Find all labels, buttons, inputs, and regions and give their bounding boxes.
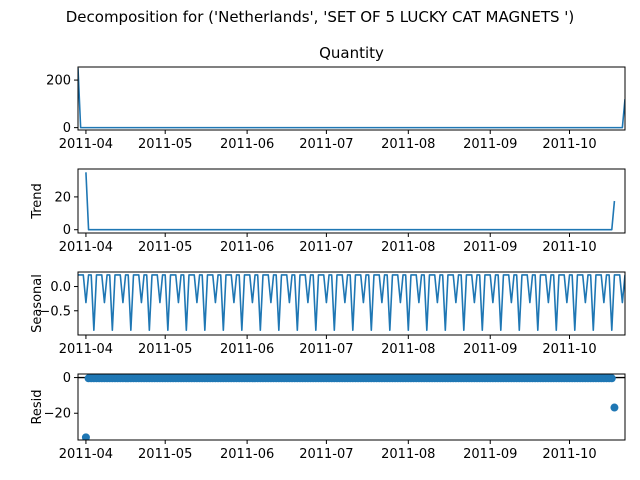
y-axis-label: Seasonal (30, 274, 45, 333)
x-tick-label: 2011-07 (299, 342, 353, 357)
x-tick-label: 2011-07 (299, 137, 353, 152)
x-tick-label: 2011-06 (220, 137, 274, 152)
x-tick-label: 2011-06 (220, 240, 274, 255)
y-tick-label: 0 (63, 121, 71, 136)
y-tick-label: 0 (63, 371, 71, 386)
x-tick-label: 2011-04 (59, 240, 113, 255)
x-tick-label: 2011-05 (138, 342, 192, 357)
y-tick-label: 0.0 (50, 280, 71, 295)
x-tick-label: 2011-09 (463, 137, 517, 152)
x-tick-label: 2011-05 (138, 137, 192, 152)
figure-suptitle: Decomposition for ('Netherlands', 'SET O… (66, 8, 575, 26)
panel-trend: 0 20 2011-04 2011-05 2011-06 2011-07 2011-08 20… (30, 168, 626, 255)
panel-title: Quantity (319, 44, 384, 62)
x-tick-label: 2011-06 (220, 342, 274, 357)
y-tick-label: 0 (63, 223, 71, 238)
x-tick-label: 2011-05 (138, 240, 192, 255)
trend-line (85, 172, 616, 231)
panel-seasonal: 0.0 −0.5 2011-04 2011-05 2011-06 2011-07 2011-… (30, 271, 626, 357)
x-tick-label: 2011-04 (59, 342, 113, 357)
x-tick-label: 2011-10 (542, 137, 596, 152)
observed-data (78, 68, 625, 129)
trend-data (85, 172, 616, 231)
seasonal-data (78, 274, 625, 331)
resid-point (607, 374, 616, 383)
x-tick-label: 2011-08 (381, 240, 435, 255)
y-tick-label: −0.5 (39, 304, 71, 319)
x-tick-label: 2011-08 (381, 342, 435, 357)
seasonal-frame (77, 271, 626, 336)
observed-frame (77, 66, 626, 131)
x-tick-label: 2011-10 (542, 447, 596, 462)
x-tick-label: 2011-09 (463, 447, 517, 462)
panel-observed: 0 200 2011-04 2011-05 2011-06 2011-07 2011-08 2… (46, 44, 626, 152)
x-tick-label: 2011-07 (299, 240, 353, 255)
x-tick-label: 2011-08 (381, 137, 435, 152)
seasonal-line (78, 274, 625, 331)
x-tick-label: 2011-06 (220, 447, 274, 462)
x-tick-label: 2011-08 (381, 447, 435, 462)
y-tick-label: 20 (54, 190, 71, 205)
y-tick-label: −20 (44, 407, 71, 422)
resid-frame (77, 373, 626, 441)
observed-line (78, 68, 625, 129)
trend-frame (77, 168, 626, 234)
y-tick-label: 200 (46, 74, 71, 89)
x-tick-label: 2011-07 (299, 447, 353, 462)
x-tick-label: 2011-09 (463, 240, 517, 255)
x-tick-label: 2011-10 (542, 240, 596, 255)
panel-resid: 0 −20 2011-04 2011-05 2011-06 2011-07 2011-08 2… (30, 371, 626, 462)
x-tick-label: 2011-04 (59, 447, 113, 462)
resid-point (81, 433, 90, 440)
y-axis-label: Resid (30, 389, 45, 424)
x-tick-label: 2011-04 (59, 137, 113, 152)
resid-data (78, 374, 625, 440)
x-tick-label: 2011-05 (138, 447, 192, 462)
x-tick-label: 2011-10 (542, 342, 596, 357)
x-tick-label: 2011-09 (463, 342, 517, 357)
resid-point (610, 403, 619, 412)
y-axis-label: Trend (30, 183, 45, 220)
